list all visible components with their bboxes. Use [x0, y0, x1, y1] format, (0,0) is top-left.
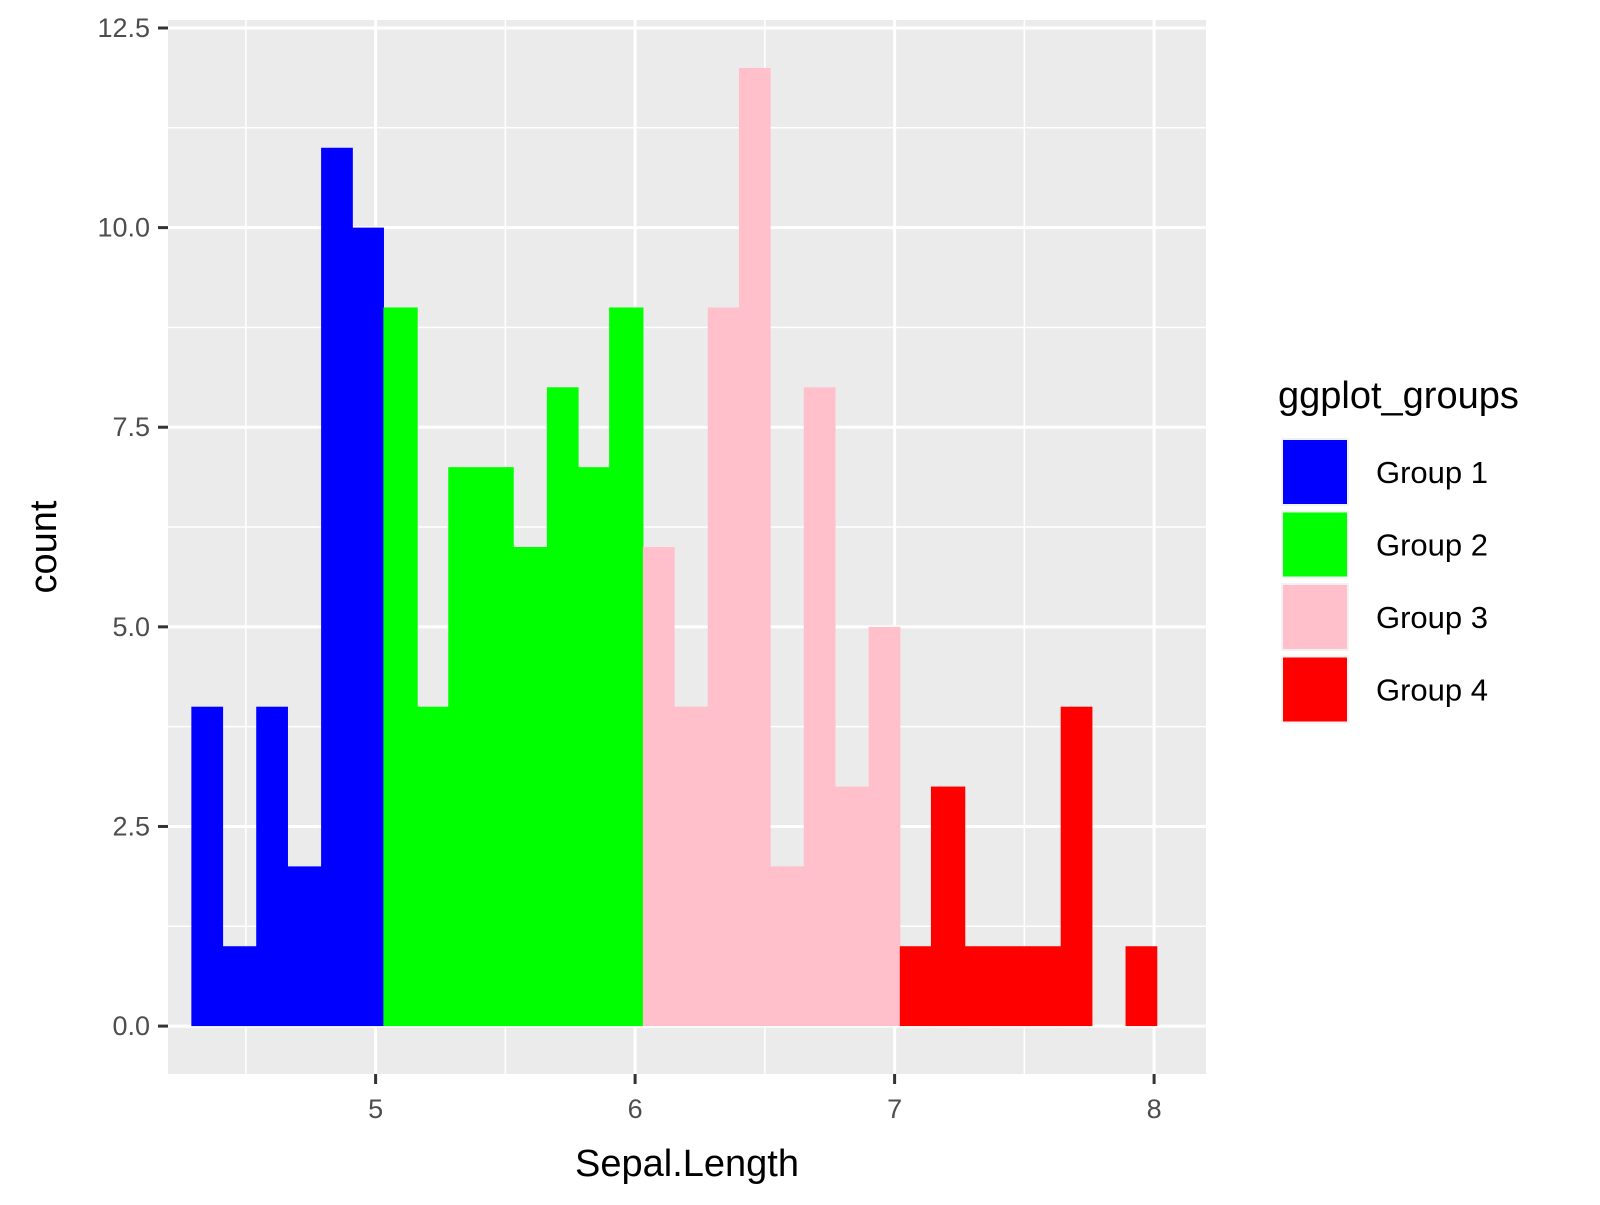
histogram-bar [770, 866, 805, 1027]
x-tick-label: 6 [628, 1094, 643, 1124]
histogram-bar [352, 227, 384, 1027]
histogram-bar [803, 387, 836, 1027]
legend-swatch [1283, 440, 1347, 504]
legend-swatch [1283, 512, 1347, 577]
legend-label: Group 4 [1376, 673, 1488, 708]
legend-title: ggplot_groups [1278, 375, 1519, 417]
histogram-bar [738, 67, 771, 1027]
histogram-bar [1060, 706, 1093, 1027]
histogram-bar [995, 946, 1031, 1027]
legend-label: Group 2 [1376, 528, 1488, 563]
legend-swatch [1283, 657, 1347, 722]
legend-label: Group 1 [1376, 455, 1488, 490]
histogram-bar [868, 626, 901, 1027]
histogram-bar [578, 467, 610, 1027]
histogram-bar [546, 387, 579, 1027]
y-tick-label: 12.5 [97, 13, 150, 43]
histogram-bar [321, 147, 353, 1027]
histogram-bar [256, 706, 288, 1027]
x-axis: 5 6 7 8 [368, 1074, 1162, 1124]
histogram-bar [1029, 946, 1062, 1027]
y-tick-label: 7.5 [112, 412, 150, 442]
histogram-bar [448, 467, 483, 1027]
histogram-bar [513, 547, 548, 1027]
legend-swatch [1283, 585, 1347, 649]
histogram-bar [674, 706, 709, 1027]
x-tick-label: 8 [1147, 1094, 1162, 1124]
y-tick-label: 5.0 [112, 612, 150, 642]
bars [191, 67, 1158, 1027]
histogram-bar [1125, 946, 1158, 1027]
x-tick-label: 5 [368, 1094, 383, 1124]
y-tick-label: 10.0 [97, 213, 150, 243]
y-axis: 0.0 2.5 5.0 7.5 10.0 12.5 [97, 13, 168, 1041]
x-tick-label: 7 [887, 1094, 902, 1124]
y-tick-label: 2.5 [112, 811, 150, 841]
x-axis-title: Sepal.Length [575, 1143, 799, 1185]
y-tick-label: 0.0 [112, 1011, 150, 1041]
histogram-bar [899, 946, 932, 1027]
histogram-bar [642, 547, 675, 1027]
histogram-bar [287, 866, 322, 1027]
histogram-bar [964, 946, 997, 1027]
histogram-bar [609, 307, 644, 1027]
legend-label: Group 3 [1376, 600, 1488, 635]
y-axis-title: count [23, 500, 65, 593]
histogram-bar [222, 946, 257, 1027]
legend: ggplot_groups Group 1 Group 2 Group 3 Group… [1278, 375, 1519, 724]
histogram-bar [417, 706, 449, 1027]
histogram-bar [383, 307, 418, 1027]
histogram-bar [930, 786, 966, 1027]
histogram-bar [707, 307, 740, 1027]
histogram-bar [191, 706, 224, 1027]
histogram-bar [834, 786, 870, 1027]
histogram-bar [481, 467, 514, 1027]
